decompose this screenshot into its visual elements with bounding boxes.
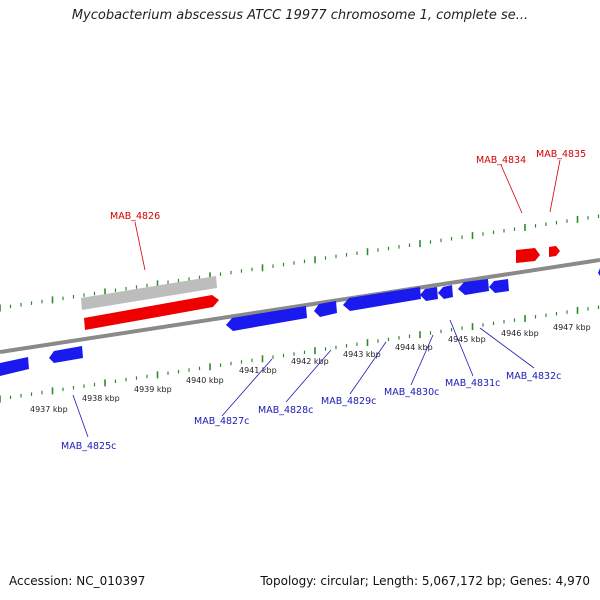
scale-label-4943: 4943 kbp <box>343 350 381 359</box>
gene-label-MAB_4825c[interactable]: MAB_4825c <box>61 441 116 452</box>
inner-tick-ring <box>0 305 600 403</box>
leader-line-MAB_4829c <box>349 341 387 395</box>
gene-MAB_4833c[interactable] <box>489 279 509 293</box>
chromosome-backbone <box>0 258 600 354</box>
gene-label-MAB_4829c[interactable]: MAB_4829c <box>321 396 376 407</box>
pseudo-gene-track[interactable] <box>81 276 217 310</box>
leader-line-MAB_4832c <box>479 327 535 369</box>
gene-label-MAB_4827c[interactable]: MAB_4827c <box>194 416 249 427</box>
gene-label-MAB_4830c[interactable]: MAB_4830c <box>384 387 439 398</box>
scale-label-4941: 4941 kbp <box>239 366 277 375</box>
gene-label-MAB_4832c[interactable]: MAB_4832c <box>506 371 561 382</box>
scale-label-4937: 4937 kbp <box>30 405 68 414</box>
accession-text: Accession: NC_010397 <box>9 574 146 588</box>
gene-label-MAB_4835[interactable]: MAB_4835 <box>536 149 586 160</box>
gene-MAB_4835[interactable] <box>549 246 560 257</box>
gene-label-MAB_4834[interactable]: MAB_4834 <box>476 155 526 166</box>
scale-label-4946: 4946 kbp <box>501 329 539 338</box>
gene-MAB_4828c[interactable] <box>314 301 337 317</box>
gene-MAB_4827c[interactable] <box>226 306 307 331</box>
gene-MAB_4832c[interactable] <box>458 279 489 295</box>
gene-label-MAB_4831c[interactable]: MAB_4831c <box>445 378 500 389</box>
map-title: Mycobacterium abscessus ATCC 19977 chrom… <box>71 8 529 23</box>
leader-line-MAB_4835 <box>549 159 561 213</box>
leader-line-MAB_4825c <box>72 394 89 438</box>
gene-MAB_4830c[interactable] <box>420 287 438 301</box>
leader-line-MAB_4827c <box>221 358 273 417</box>
gene-MAB_4829c[interactable] <box>343 287 421 311</box>
genome-summary-text: Topology: circular; Length: 5,067,172 bp… <box>260 574 590 588</box>
gene-label-MAB_4826[interactable]: MAB_4826 <box>110 211 160 222</box>
gene-MAB_4826[interactable] <box>84 295 219 330</box>
outer-tick-ring <box>0 214 600 312</box>
scale-label-4944: 4944 kbp <box>395 343 433 352</box>
scale-label-4945: 4945 kbp <box>448 335 486 344</box>
leader-line-MAB_4831c <box>449 319 474 377</box>
gene-MAB_4834[interactable] <box>516 248 540 263</box>
gene-MAB_4831c[interactable] <box>438 285 453 299</box>
scale-label-4940: 4940 kbp <box>186 376 224 385</box>
gene-label-MAB_4828c[interactable]: MAB_4828c <box>258 405 313 416</box>
scale-label-4942: 4942 kbp <box>291 357 329 366</box>
leader-line-MAB_4830c <box>410 334 434 386</box>
scale-label-4938: 4938 kbp <box>82 394 120 403</box>
gene-MAB_4825c[interactable] <box>49 346 83 363</box>
leader-line-MAB_4828c <box>285 349 332 403</box>
leader-line-MAB_4834 <box>500 164 523 214</box>
scale-label-4939: 4939 kbp <box>134 385 172 394</box>
leader-line-MAB_4826 <box>134 221 146 271</box>
scale-label-4947: 4947 kbp <box>553 323 591 332</box>
gene-left-edge[interactable] <box>0 357 29 376</box>
